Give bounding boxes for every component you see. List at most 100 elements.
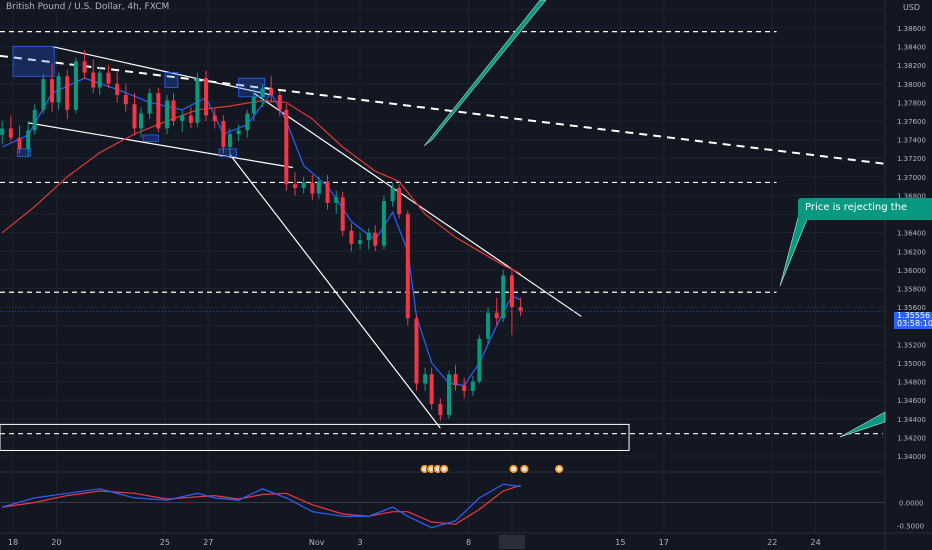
candle-body	[115, 83, 120, 95]
candle-body	[325, 181, 330, 203]
symbol-title: British Pound / U.S. Dollar, 4h, FXCM	[6, 2, 170, 12]
y-tick-label: 1.35600	[897, 304, 926, 312]
trendline	[28, 122, 293, 169]
candle-body	[73, 61, 78, 110]
candle-body	[509, 275, 514, 308]
x-tick-label: 17	[659, 538, 669, 547]
y-tick-label: 1.36400	[897, 230, 926, 238]
x-tick-label: 20	[51, 538, 61, 547]
candle-body	[284, 109, 289, 185]
price-rejection-callout[interactable]: Price is rejecting the	[798, 198, 932, 220]
candle-body	[188, 115, 193, 123]
y-tick-label: 1.38600	[897, 25, 926, 33]
trendline	[229, 154, 441, 429]
x-tick-label: 8	[466, 538, 471, 547]
candle-body	[204, 78, 209, 116]
event-flag-icon	[521, 466, 527, 472]
x-tick-label: 18	[8, 538, 18, 547]
candle-body	[397, 188, 402, 215]
currency-label: USD	[903, 3, 921, 12]
y-tick-label: 1.36000	[897, 267, 926, 275]
candle-body	[165, 100, 170, 129]
candle-body	[310, 182, 315, 194]
current-price-value: 1.35556	[897, 311, 931, 320]
y-tick-label: 1.35000	[897, 360, 926, 368]
ema-fast-line	[1, 77, 521, 386]
candle-body	[429, 374, 434, 404]
highlight-box	[164, 72, 179, 88]
candle-body	[56, 76, 61, 103]
y-tick-label: 1.35800	[897, 286, 926, 294]
candle-body	[477, 338, 482, 382]
candle-body	[470, 381, 475, 391]
candle-body	[212, 115, 217, 121]
candle-body	[390, 188, 395, 202]
y-tick-label: 1.37400	[897, 137, 926, 145]
candle-body	[106, 72, 111, 84]
candle-body	[494, 312, 499, 319]
candle-body	[453, 374, 458, 386]
candle-body	[91, 72, 96, 88]
candle-body	[269, 88, 274, 95]
candle-countdown: 03:58:10	[897, 319, 932, 328]
y-tick-label: 1.37600	[897, 118, 926, 126]
x-tick-label: 27	[203, 538, 213, 547]
candle-body	[26, 130, 31, 149]
candle-body	[236, 130, 241, 135]
candle-body	[414, 318, 419, 384]
candle-body	[0, 128, 5, 135]
y-tick-label: 1.37800	[897, 99, 926, 107]
y-tick-label: 1.38200	[897, 62, 926, 70]
y-tick-label: 1.34400	[897, 416, 926, 424]
arrow-callout-pointer	[779, 209, 811, 287]
x-tick-label: 3	[358, 538, 363, 547]
highlight-box	[16, 148, 31, 157]
candle-body	[405, 214, 410, 319]
event-flag-icon	[428, 466, 434, 472]
event-flag-icon	[422, 466, 428, 472]
candle-body	[340, 197, 345, 231]
event-flag-icon	[441, 466, 447, 472]
candle-body	[373, 232, 378, 246]
candle-body	[8, 128, 13, 138]
candle-body	[132, 104, 137, 129]
y-tick-label: 1.37200	[897, 155, 926, 163]
demand-zone	[0, 423, 630, 451]
y-tick-label: 1.34000	[897, 453, 926, 461]
candle-body	[171, 100, 176, 121]
y-tick-label: 1.36800	[897, 192, 926, 200]
candle-body	[245, 113, 250, 131]
candle-body	[381, 201, 386, 246]
trendline	[0, 54, 886, 165]
time-highlight	[498, 535, 525, 549]
y-tick-label: 1.34800	[897, 379, 926, 387]
candle-body	[501, 275, 506, 319]
candle-body	[138, 113, 143, 129]
arrow-lower-right	[839, 411, 886, 438]
trendline	[51, 45, 272, 96]
candle-body	[195, 78, 200, 123]
candle-body	[32, 109, 37, 131]
candle-body	[293, 184, 297, 188]
candle-body	[301, 182, 306, 188]
candle-body	[447, 374, 452, 416]
price-axis-panel	[885, 0, 932, 550]
candle-body	[227, 134, 232, 148]
candle-body	[277, 94, 282, 110]
candle-body	[260, 88, 265, 97]
candle-body	[358, 240, 363, 244]
x-tick-label: 22	[767, 538, 777, 547]
candle-body	[462, 385, 467, 391]
candle-body	[518, 307, 523, 311]
candle-body	[50, 79, 55, 103]
candle-body	[251, 96, 256, 114]
candle-body	[366, 232, 371, 241]
highlight-box	[218, 148, 237, 157]
event-flag-icon	[556, 466, 562, 472]
candle-body	[123, 94, 128, 105]
ema-slow-line	[1, 99, 521, 275]
candle-body	[97, 72, 102, 88]
current-price-tag: 1.35556 03:58:10	[894, 312, 932, 329]
